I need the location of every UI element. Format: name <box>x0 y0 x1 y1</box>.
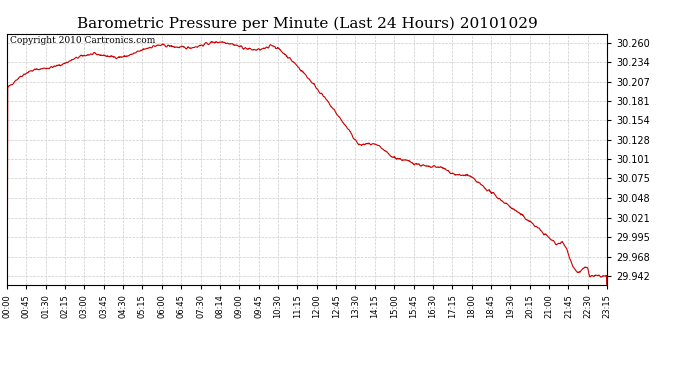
Text: Copyright 2010 Cartronics.com: Copyright 2010 Cartronics.com <box>10 36 155 45</box>
Title: Barometric Pressure per Minute (Last 24 Hours) 20101029: Barometric Pressure per Minute (Last 24 … <box>77 17 538 31</box>
